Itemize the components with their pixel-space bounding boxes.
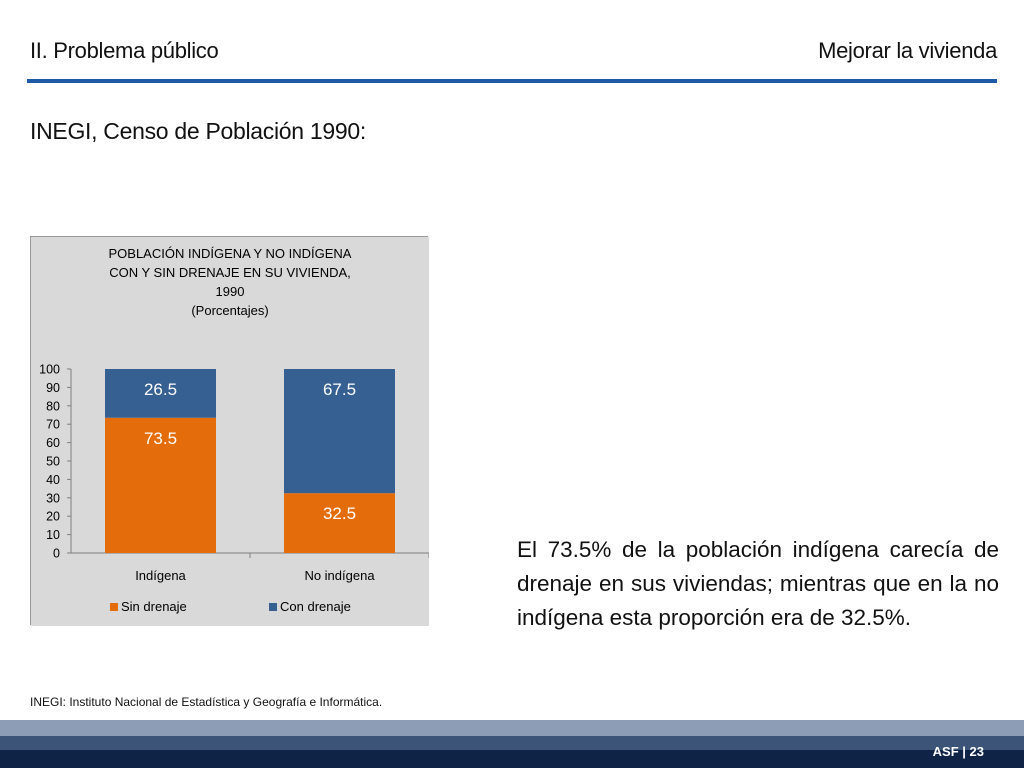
- y-tick-label: 30: [46, 491, 60, 505]
- y-tick-label: 20: [46, 510, 60, 524]
- chart-title-line: 1990: [216, 284, 245, 299]
- y-tick-label: 80: [46, 399, 60, 413]
- summary-text: El 73.5% de la población indígena carecí…: [517, 537, 999, 630]
- footnote: INEGI: Instituto Nacional de Estadística…: [30, 695, 383, 709]
- legend-swatch: [110, 603, 118, 611]
- legend-label: Sin drenaje: [121, 599, 187, 614]
- stacked-bar-chart: POBLACIÓN INDÍGENA Y NO INDÍGENA CON Y SI…: [31, 237, 429, 626]
- category-label: Indígena: [135, 568, 186, 583]
- bar-segment: [284, 369, 395, 494]
- footer-band-light: [0, 720, 1024, 736]
- chart-title-line: (Porcentajes): [191, 303, 268, 318]
- section-title: II. Problema público: [30, 38, 219, 63]
- y-tick-label: 100: [39, 363, 60, 377]
- chart-title-line: POBLACIÓN INDÍGENA Y NO INDÍGENA: [109, 246, 352, 261]
- bar-segment: [284, 493, 395, 553]
- data-label: 32.5: [323, 504, 356, 523]
- bar-segment: [105, 417, 216, 553]
- page-number: ASF | 23: [932, 744, 984, 759]
- footer-bar: [0, 720, 1024, 768]
- chart-title-line: CON Y SIN DRENAJE EN SU VIVIENDA,: [109, 265, 351, 280]
- y-tick-label: 90: [46, 381, 60, 395]
- bar-segment: [105, 369, 216, 418]
- y-tick-label: 70: [46, 418, 60, 432]
- y-tick-label: 50: [46, 455, 60, 469]
- data-label: 26.5: [144, 380, 177, 399]
- data-label: 67.5: [323, 380, 356, 399]
- y-tick-label: 10: [46, 528, 60, 542]
- slide-topic: Mejorar la vivienda: [818, 38, 997, 63]
- legend-label: Con drenaje: [280, 599, 351, 614]
- legend-swatch: [269, 603, 277, 611]
- data-label: 73.5: [144, 429, 177, 448]
- footer-band-dark: [0, 750, 1024, 768]
- y-tick-label: 0: [53, 547, 60, 561]
- header-rule: [27, 79, 997, 83]
- y-tick-label: 40: [46, 473, 60, 487]
- footer-band-mid: [0, 736, 1024, 750]
- category-label: No indígena: [304, 568, 375, 583]
- source-heading: INEGI, Censo de Población 1990:: [30, 118, 366, 144]
- y-tick-label: 60: [46, 436, 60, 450]
- chart-container: POBLACIÓN INDÍGENA Y NO INDÍGENA CON Y SI…: [30, 236, 429, 626]
